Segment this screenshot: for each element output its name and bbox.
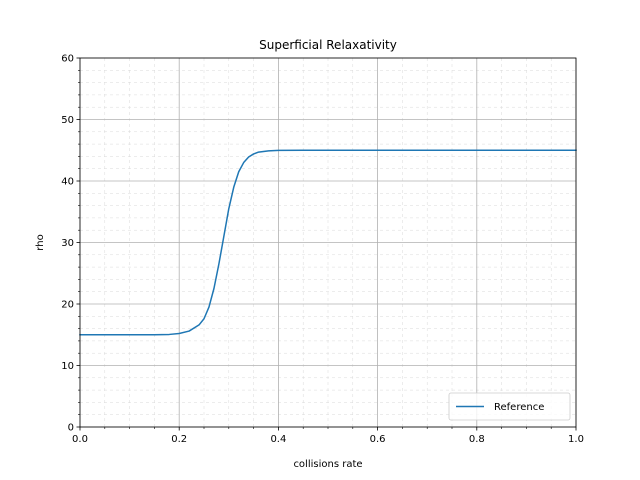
axis-ticks (76, 57, 577, 431)
y-tick-label: 20 (61, 300, 74, 311)
legend: Reference (448, 392, 571, 421)
x-tick-label: 1.0 (568, 434, 584, 445)
x-tick-label: 0.4 (270, 434, 286, 445)
y-tick-label: 40 (61, 177, 74, 188)
y-tick-label: 50 (61, 115, 74, 126)
x-axis-label: collisions rate (293, 459, 362, 470)
legend-label-reference: Reference (494, 402, 544, 413)
y-tick-label: 60 (61, 54, 74, 65)
chart-title: Superficial Relaxativity (259, 38, 397, 52)
x-tick-label: 0.8 (469, 434, 485, 445)
tick-labels: 0.0 0.2 0.4 0.6 0.8 1.0 0 10 20 30 40 50 60 (61, 54, 584, 446)
legend-box (448, 392, 571, 421)
y-axis-label: rho (35, 234, 46, 250)
x-tick-label: 0.0 (72, 434, 88, 445)
y-tick-label: 10 (61, 361, 74, 372)
x-tick-label: 0.2 (171, 434, 187, 445)
y-tick-label: 30 (61, 238, 74, 249)
y-tick-label: 0 (68, 423, 74, 434)
x-tick-label: 0.6 (370, 434, 386, 445)
series-line-reference (79, 149, 577, 336)
series-layer (79, 149, 577, 336)
